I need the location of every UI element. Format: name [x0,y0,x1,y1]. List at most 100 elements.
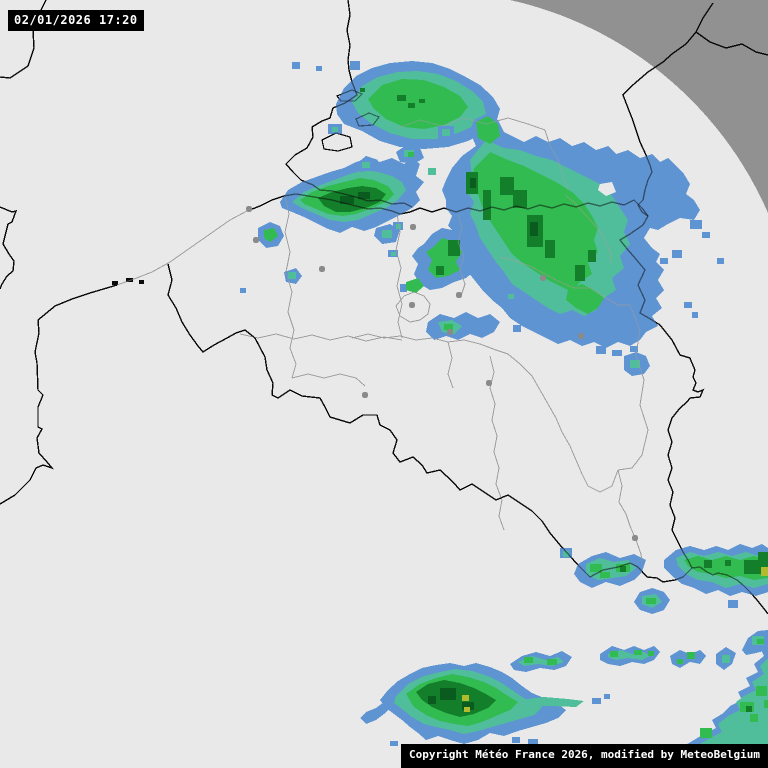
city-dot [539,274,547,282]
precip-cell-moderate [700,728,712,738]
precip-cell-heavy [360,88,365,92]
region-border [457,213,466,297]
precip-cell-light [690,220,702,229]
precip-cell-very_heavy [462,702,474,710]
precip-cell-light [604,694,610,699]
precip-cell-moderate [646,598,656,604]
city-dot [577,332,585,340]
precip-cell-moderate [590,564,602,572]
precip-cell-heavy [419,99,425,103]
precip-cell-intense [464,707,470,712]
precip-cell-heavy [744,560,760,574]
precip-cell-light_moderate [442,129,450,136]
city-dot [318,265,326,273]
precip-cell-heavy [483,190,491,220]
precip-cell-heavy [500,177,514,195]
region-border [617,469,643,563]
precip-cell-light_moderate [332,127,338,132]
country-border [246,193,411,215]
precip-cell-light_moderate [608,650,650,660]
country-border [167,263,561,546]
region-border [351,333,509,355]
precip-cell-very_heavy [470,178,476,188]
borders-over [0,0,768,615]
precip-cell-light [660,258,668,264]
precip-cell-moderate [610,651,618,657]
sea-mark [139,280,144,284]
sea-marks [112,278,144,285]
precip-cell-very_heavy [530,222,538,236]
city-dots [245,205,639,542]
precip-cell-moderate [547,659,557,665]
region-border [291,373,366,387]
precip-cell-light [400,284,407,292]
region-border [507,353,619,493]
precip-cell-heavy [448,240,460,256]
precip-cell-light [390,741,398,746]
precip-cell-moderate [524,657,533,663]
out-of-range-region [510,0,768,213]
island-outline [336,89,364,102]
precip-cell-moderate [368,79,468,129]
city-dot [409,223,417,231]
region-border [397,117,546,131]
precip-cell-moderate [677,659,683,664]
precip-cell-light [672,250,682,258]
precip-cell-moderate [634,650,642,655]
precip-cell-light [350,61,360,70]
precip-cell-intense [462,695,469,701]
precip-cell-light [513,325,521,332]
precip-cell-heavy [397,95,406,101]
precip-cell-heavy [704,560,712,568]
city-dot [408,301,416,309]
precip-cell-intense [761,567,768,576]
sea-mark [126,278,133,282]
sea-mark [112,281,118,285]
precip-cell-light [612,350,622,356]
region-border [617,304,649,471]
precip-cell-moderate [406,278,424,293]
precip-cell-moderate [757,639,764,644]
precip-cell-heavy [758,552,768,574]
region-border [499,256,630,306]
country-border [0,206,18,290]
country-border [285,0,413,208]
precip-cell-light_moderate [520,697,584,707]
precip-cell-light_moderate [288,272,296,279]
island-outline [355,112,380,127]
city-dot [245,205,253,213]
precip-cell-very_heavy [340,196,354,204]
precip-cell-heavy [620,566,626,572]
precip-cell-light_moderate [391,252,396,256]
precip-cell-light_moderate [563,551,569,557]
precip-cell-light [512,737,520,743]
precip-cell-light [692,312,698,318]
precip-cell-light [360,702,390,724]
precip-cell-light_moderate [630,360,640,368]
copyright-bar: Copyright Météo France 2026, modified by… [401,744,768,768]
precip-cell-light [728,600,738,608]
precip-cell-heavy [588,250,596,262]
precip-cell-light [240,288,246,293]
region-border [395,213,403,339]
out-of-range [510,0,768,213]
precip-cell-very_heavy [358,192,370,199]
region-border [544,129,569,191]
precip-cell-moderate [444,324,453,330]
precip-cell-moderate [264,228,278,242]
precip-cell-heavy [436,266,444,275]
country-border [409,199,649,217]
precip-cell-heavy [513,190,527,208]
region-border [284,195,297,379]
precip-cell-bg [598,182,616,196]
precip-cell-light_moderate [664,658,768,768]
precip-cell-heavy [725,560,731,566]
precip-cell-light_moderate [396,224,401,229]
precip-cell-light [596,346,606,354]
precip-cell-moderate [408,152,414,157]
precip-cell-light [316,66,322,71]
region-border [447,341,454,389]
precip-cell-moderate [756,686,767,696]
city-dot [361,391,369,399]
